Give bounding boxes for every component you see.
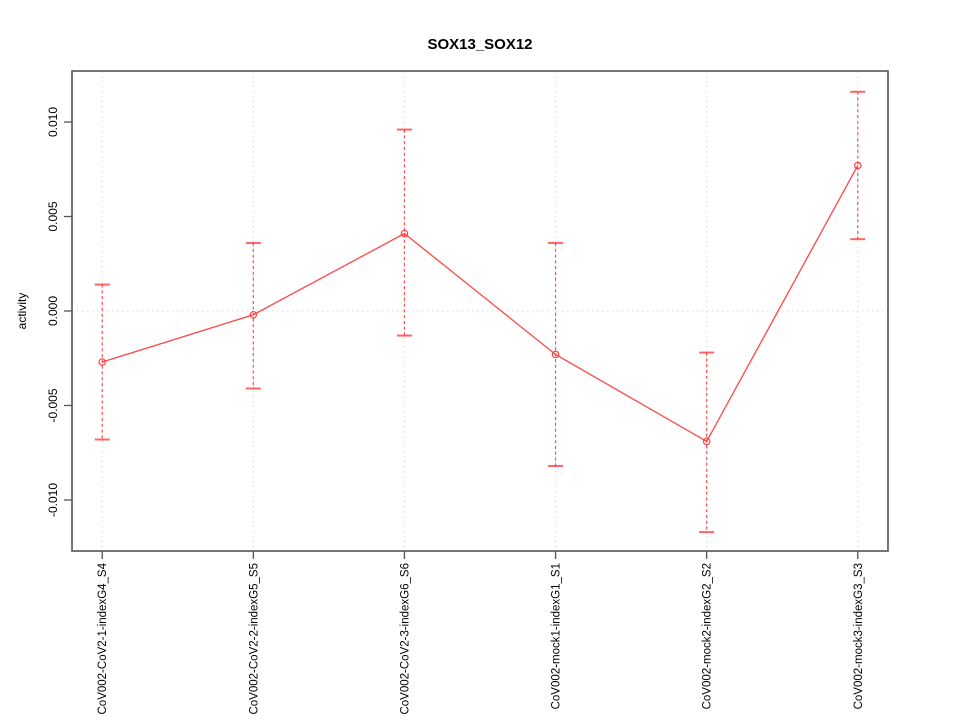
data-point [853, 161, 862, 170]
data-point [249, 310, 258, 319]
plot-area: -0.010 -0.005 0.000 0.005 0.010 CoV002-CoV2-1… [46, 70, 889, 715]
x-tick-label: CoV002-mock2-indexG2_S2 [702, 563, 714, 709]
y-tick-label: -0.010 [46, 483, 60, 517]
series-line [102, 165, 859, 443]
x-tick-label: CoV002-mock1-indexG1_S1 [551, 563, 563, 709]
x-tick-label: CoV002-CoV2-2-indexG5_S5 [248, 563, 260, 715]
y-axis-label: activity [15, 293, 29, 330]
data-point [702, 437, 711, 446]
chart-title: SOX13_SOX12 [427, 36, 532, 53]
y-tick-label: 0.010 [46, 107, 60, 137]
data-point [551, 350, 560, 359]
data-point [98, 358, 107, 366]
data-point [400, 229, 409, 238]
y-tick-label: -0.005 [46, 388, 60, 422]
y-tick-label: 0.000 [46, 296, 60, 326]
y-tick-label: 0.005 [46, 201, 60, 231]
x-tick-label: CoV002-CoV2-3-indexG6_S6 [399, 563, 411, 715]
x-tick-label: CoV002-mock3-indexG3_S3 [853, 563, 865, 709]
x-tick-label: CoV002-CoV2-1-indexG4_S4 [97, 562, 109, 714]
plot-frame [71, 70, 889, 552]
